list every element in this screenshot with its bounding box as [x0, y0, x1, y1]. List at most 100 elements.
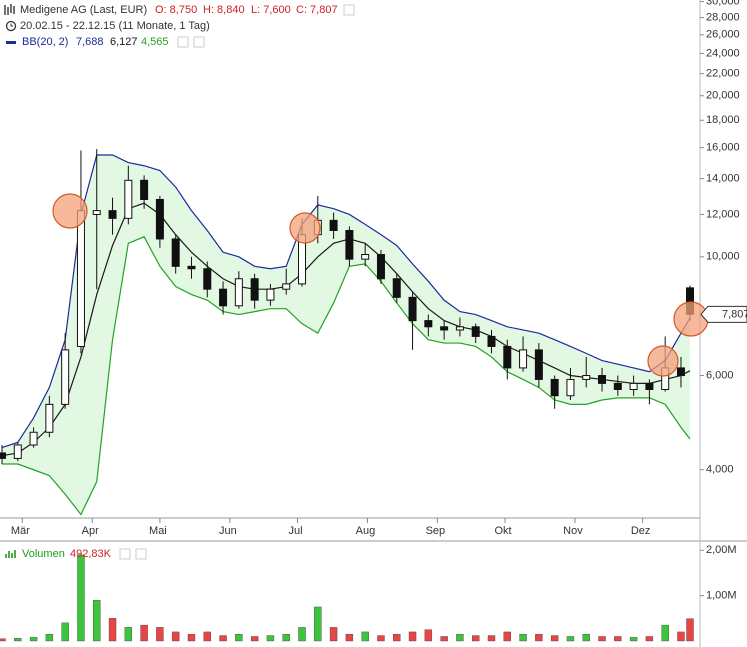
- candle-body: [629, 382, 638, 390]
- candle-body: [171, 238, 180, 267]
- annotation-circle: [289, 212, 321, 244]
- volume-bar: [645, 636, 654, 642]
- volume-bar: [661, 624, 669, 642]
- chart-icon: [4, 4, 15, 15]
- candle-body: [424, 320, 433, 328]
- last-price-label: 7,807: [722, 308, 747, 320]
- volume-close-button[interactable]: [135, 548, 147, 560]
- volume-bar: [171, 631, 180, 642]
- y-tick-label: 24,000: [706, 47, 740, 59]
- x-tick-label: Mär: [11, 525, 30, 537]
- volume-bar: [487, 635, 496, 642]
- volume-bar: [677, 631, 685, 642]
- volume-bar: [345, 633, 354, 642]
- bb-upper-value: 7,688: [76, 36, 104, 48]
- y-tick-label: 16,000: [706, 142, 740, 154]
- annotation-circle: [673, 301, 709, 337]
- y-tick-label: 30,000: [706, 0, 740, 7]
- candle-body: [392, 278, 401, 298]
- bb-middle-value: 6,127: [110, 36, 138, 48]
- x-tick-label: Aug: [356, 525, 376, 537]
- volume-bar: [440, 636, 448, 642]
- volume-bar: [329, 627, 338, 642]
- candle-body: [361, 254, 370, 260]
- annotation-circle: [647, 345, 679, 377]
- volume-bar: [472, 635, 480, 642]
- volume-bar: [614, 636, 622, 642]
- volume-bar: [0, 638, 6, 642]
- y-tick-label: 14,000: [706, 173, 740, 185]
- x-tick-label: Mai: [149, 525, 167, 537]
- volume-bar: [566, 636, 575, 642]
- x-tick-label: Apr: [82, 525, 99, 537]
- candle-body: [676, 367, 685, 377]
- volume-bar: [266, 635, 275, 642]
- ohlc-close: C: 7,807: [296, 4, 338, 16]
- volume-bar: [14, 638, 22, 642]
- y-tick-label: 4,000: [706, 464, 734, 476]
- volume-bar: [393, 633, 401, 642]
- candle-body: [140, 179, 149, 200]
- candle-body: [282, 283, 291, 290]
- candle-body: [266, 288, 275, 301]
- volume-settings-button[interactable]: [119, 548, 131, 560]
- band-area: [2, 154, 690, 515]
- volume-bar: [250, 636, 259, 642]
- volume-last-value: 492,83K: [70, 548, 112, 560]
- candle-body: [155, 198, 164, 240]
- last-price-box: [700, 305, 747, 323]
- candle-body: [345, 229, 354, 260]
- bb-label: BB(20, 2): [22, 36, 68, 48]
- candle-body: [503, 345, 512, 369]
- volume-bar: [140, 624, 148, 642]
- band-upper: [1, 154, 691, 449]
- settings-button[interactable]: [343, 4, 355, 16]
- period: 20.02.15 - 22.12.15 (11 Monate, 1 Tag): [20, 20, 210, 32]
- y-tick-label: 18,000: [706, 114, 740, 126]
- x-tick-label: Jun: [219, 525, 237, 537]
- y-tick-label: 6,000: [706, 369, 734, 381]
- volume-bar: [187, 633, 196, 642]
- volume-bar: [424, 629, 433, 642]
- volume-bar: [361, 631, 369, 642]
- candle-body: [408, 296, 417, 322]
- y-tick-label: 28,000: [706, 11, 740, 23]
- annotations: [52, 193, 709, 377]
- bb-icon: [6, 41, 16, 44]
- volume-bar: [235, 633, 243, 642]
- x-tick-label: Sep: [426, 525, 446, 537]
- candle-body: [61, 349, 70, 405]
- candle-body: [219, 288, 228, 307]
- volume-bar: [203, 631, 211, 642]
- ohlc-low: L: 7,600: [251, 4, 291, 16]
- candle-body: [124, 179, 133, 219]
- volume-bar: [298, 627, 306, 642]
- volume-bar: [219, 635, 227, 642]
- y-tick-label: 22,000: [706, 68, 740, 80]
- candle-body: [203, 268, 212, 290]
- candle-body: [0, 452, 6, 459]
- volume-bar: [408, 631, 417, 642]
- candle-body: [471, 326, 480, 337]
- volume-bar: [282, 633, 290, 642]
- volume-plot: [0, 554, 694, 642]
- candle-body: [13, 444, 22, 459]
- annotation-circle: [52, 193, 88, 229]
- volume-bar: [598, 636, 606, 642]
- candle-body: [92, 210, 101, 215]
- bb-close-button[interactable]: [193, 36, 205, 48]
- price-plot: [0, 149, 694, 516]
- candle-body: [234, 278, 243, 307]
- volume-bar: [93, 599, 101, 642]
- candle-body: [440, 326, 449, 331]
- candle-body: [376, 254, 385, 280]
- bb-settings-button[interactable]: [177, 36, 189, 48]
- candle-body: [76, 210, 85, 347]
- volume-title: Volumen: [22, 548, 65, 560]
- volume-bar: [456, 633, 464, 642]
- volume-y-tick-label: 2,00M: [706, 544, 737, 556]
- clock-hand: [10, 23, 13, 27]
- volume-bar: [156, 627, 164, 642]
